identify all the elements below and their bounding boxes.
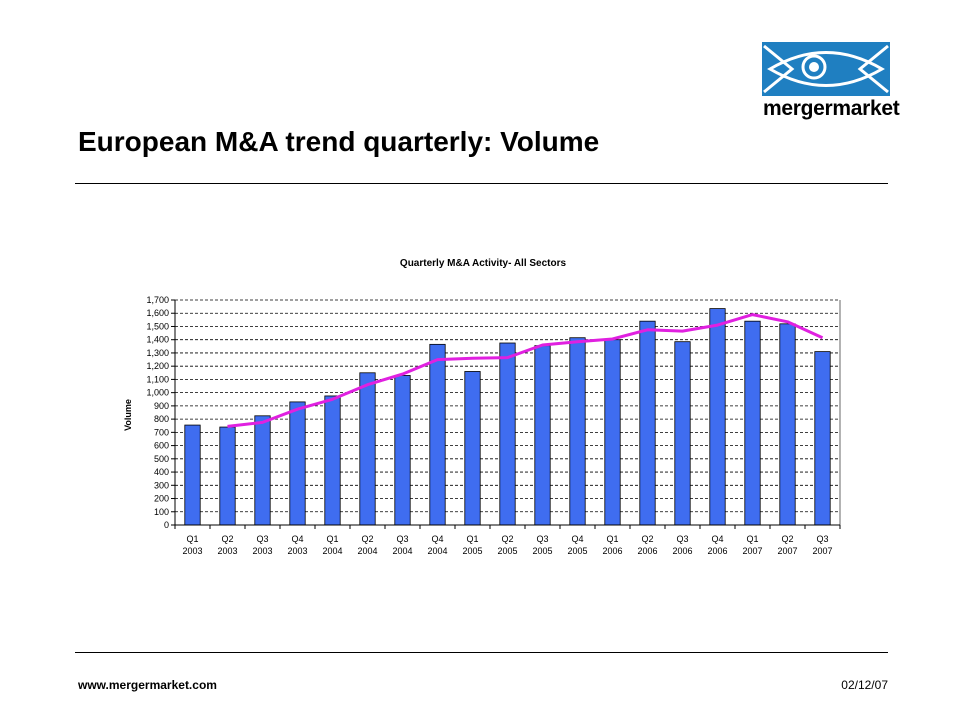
logo-wordmark: mergermarket bbox=[763, 97, 900, 120]
x-tick-label: Q4 2006 bbox=[707, 534, 727, 556]
bar bbox=[709, 308, 726, 526]
y-tick-label: 1,500 bbox=[146, 321, 169, 331]
footer-website-link[interactable]: www.mergermarket.com bbox=[78, 678, 217, 692]
y-tick-label: 300 bbox=[154, 480, 169, 490]
y-tick-label: 1,100 bbox=[146, 374, 169, 384]
y-tick-label: 500 bbox=[154, 454, 169, 464]
bar bbox=[604, 339, 621, 526]
x-tick-label: Q1 2007 bbox=[742, 534, 762, 556]
x-tick-label: Q3 2005 bbox=[532, 534, 552, 556]
y-tick-label: 900 bbox=[154, 401, 169, 411]
bar bbox=[779, 323, 796, 526]
y-tick-label: 400 bbox=[154, 467, 169, 477]
bar bbox=[814, 351, 831, 526]
bar bbox=[464, 371, 481, 526]
title-divider bbox=[75, 183, 888, 184]
footer-divider bbox=[75, 652, 888, 653]
x-tick-label: Q4 2003 bbox=[287, 534, 307, 556]
eye-logo-icon bbox=[762, 42, 890, 96]
y-tick-label: 1,300 bbox=[146, 348, 169, 358]
x-tick-label: Q3 2003 bbox=[252, 534, 272, 556]
x-tick-label: Q2 2006 bbox=[637, 534, 657, 556]
bar bbox=[219, 426, 236, 526]
trend-line bbox=[227, 313, 824, 428]
x-tick-label: Q2 2003 bbox=[217, 534, 237, 556]
y-tick-label: 0 bbox=[164, 520, 169, 530]
x-tick-label: Q1 2003 bbox=[182, 534, 202, 556]
volume-bar-chart: Quarterly M&A Activity- All Sectors Volu… bbox=[123, 258, 841, 556]
bar bbox=[254, 415, 271, 526]
y-tick-label: 1,700 bbox=[146, 295, 169, 305]
y-tick-label: 200 bbox=[154, 494, 169, 504]
page-title: European M&A trend quarterly: Volume bbox=[78, 126, 600, 157]
bar bbox=[324, 395, 341, 526]
bar bbox=[394, 375, 411, 526]
x-tick-label: Q2 2007 bbox=[777, 534, 797, 556]
bar bbox=[429, 343, 446, 526]
x-tick-label: Q4 2004 bbox=[427, 534, 447, 556]
bar bbox=[744, 320, 761, 526]
x-tick-label: Q4 2005 bbox=[567, 534, 587, 556]
bar bbox=[499, 342, 516, 526]
bar bbox=[289, 401, 306, 526]
bar bbox=[359, 372, 376, 526]
x-tick-label: Q1 2004 bbox=[322, 534, 342, 556]
y-tick-label: 1,000 bbox=[146, 388, 169, 398]
y-tick-label: 100 bbox=[154, 507, 169, 517]
x-tick-label: Q3 2004 bbox=[392, 534, 412, 556]
chart-title: Quarterly M&A Activity- All Sectors bbox=[400, 258, 567, 269]
x-tick-label: Q3 2007 bbox=[812, 534, 832, 556]
footer-date: 02/12/07 bbox=[841, 678, 888, 692]
y-tick-label: 800 bbox=[154, 414, 169, 424]
y-tick-label: 1,400 bbox=[146, 335, 169, 345]
bar bbox=[534, 345, 551, 526]
y-tick-label: 600 bbox=[154, 441, 169, 451]
bar bbox=[639, 320, 656, 526]
bar bbox=[569, 337, 586, 526]
mergermarket-logo: mergermarket bbox=[762, 42, 900, 126]
x-tick-label: Q3 2006 bbox=[672, 534, 692, 556]
y-axis-label: Volume bbox=[123, 399, 133, 431]
x-tick-label: Q1 2005 bbox=[462, 534, 482, 556]
x-tick-label: Q1 2006 bbox=[602, 534, 622, 556]
x-tick-label: Q2 2004 bbox=[357, 534, 377, 556]
x-tick-label: Q2 2005 bbox=[497, 534, 517, 556]
bar bbox=[674, 341, 691, 526]
y-tick-label: 1,600 bbox=[146, 308, 169, 318]
y-tick-label: 700 bbox=[154, 427, 169, 437]
y-tick-label: 1,200 bbox=[146, 361, 169, 371]
bar bbox=[184, 424, 201, 526]
